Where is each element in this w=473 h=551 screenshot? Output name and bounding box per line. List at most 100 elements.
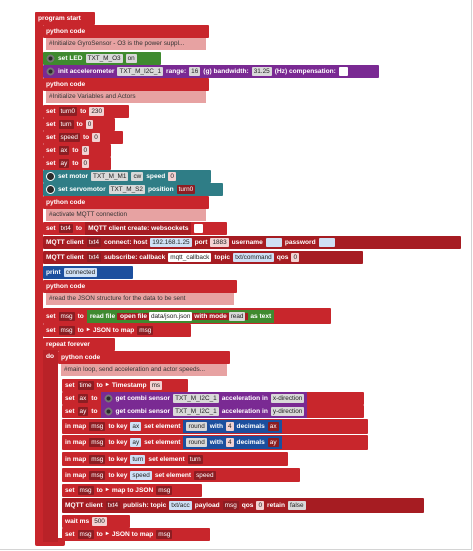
key-string[interactable]: speed — [130, 470, 152, 480]
mqtt-publish-block[interactable]: MQTT client txt4 publish: topic txt/acc … — [62, 498, 424, 513]
python-code-block-1[interactable]: python code — [43, 25, 209, 38]
motor-direction-dropdown[interactable]: cw — [131, 172, 144, 181]
var-dropdown[interactable]: ax — [58, 146, 70, 155]
time-var-dropdown[interactable]: time — [77, 381, 94, 390]
msg-var-dropdown[interactable]: msg — [156, 530, 173, 539]
client-var-dropdown[interactable]: txt4 — [105, 501, 121, 510]
set-msg-map-to-json-block[interactable]: set msg to ▸ map to JSON msg — [62, 484, 202, 497]
read-file-block[interactable]: read file open file data/json.json with … — [86, 309, 275, 323]
msg-var-dropdown[interactable]: msg — [222, 501, 239, 510]
msg-var-dropdown[interactable]: msg — [58, 326, 75, 335]
set-var-ax[interactable]: set ax to 0 — [43, 144, 111, 157]
port-value[interactable]: 1883 — [210, 238, 229, 247]
msg-var-dropdown[interactable]: msg — [89, 470, 106, 480]
bandwidth-dropdown[interactable]: 31.25 — [251, 67, 272, 76]
python-code-block-5[interactable]: python code — [58, 351, 230, 364]
client-var-dropdown[interactable]: txt4 — [86, 253, 102, 262]
mqtt-connect-block[interactable]: MQTT client txt4 connect: host 192.168.1… — [43, 236, 461, 249]
map-set-turn-block[interactable]: in map msg to key turn set element turn — [62, 452, 288, 466]
wait-ms-block[interactable]: wait ms 500 — [62, 515, 130, 528]
set-var-turn[interactable]: set turn to 0 — [43, 118, 115, 131]
servo-port-dropdown[interactable]: TXT_M_S2 — [108, 185, 145, 194]
decimals-value[interactable]: 4 — [225, 438, 234, 447]
open-file-block[interactable]: open file data/json.json with mode read — [116, 311, 249, 321]
set-var-speed[interactable]: set speed to 0 — [43, 131, 123, 144]
key-string[interactable]: turn — [130, 454, 146, 464]
file-path-field[interactable]: data/json.json — [148, 311, 193, 321]
var-dropdown[interactable]: ay — [58, 159, 70, 168]
combi-sensor-x-block[interactable]: get combi sensor TXT_M_I2C_1 acceleratio… — [100, 392, 308, 405]
python-code-block-4[interactable]: python code — [43, 280, 237, 293]
set-mqtt-create-block[interactable]: set txt4 to MQTT client create: websocke… — [43, 222, 227, 235]
set-msg-json-to-map-block-2[interactable]: set msg to ▸ JSON to map msg — [62, 528, 210, 541]
qos-value[interactable]: 0 — [256, 501, 265, 510]
retain-dropdown[interactable]: false — [288, 501, 306, 510]
round-dropdown[interactable]: round — [186, 438, 207, 447]
map-set-ax-block[interactable]: in map msg to key ax set element round w… — [62, 419, 368, 434]
code-comment-4[interactable]: #read the JSON structure for the data to… — [46, 293, 234, 305]
map-set-ay-block[interactable]: in map msg to key ay set element round w… — [62, 435, 368, 450]
round-block[interactable]: round with 4 decimals ay — [183, 436, 282, 449]
set-servomotor-block[interactable]: set servomotor TXT_M_S2 position turn0 — [43, 183, 223, 196]
print-block[interactable]: print connected — [43, 266, 133, 279]
init-accelerometer-block[interactable]: init accelerometer TXT_M_I2C_1 range: 16… — [43, 65, 379, 78]
accel-port-dropdown[interactable]: TXT_M_I2C_1 — [117, 67, 164, 76]
set-led-block[interactable]: set LED TXT_M_O3 on — [43, 52, 161, 65]
print-string[interactable]: connected — [63, 268, 98, 277]
led-port-dropdown[interactable]: TXT_M_O3 — [85, 54, 123, 63]
set-var-ay[interactable]: set ay to 0 — [43, 157, 111, 170]
msg-var-dropdown[interactable]: msg — [137, 326, 154, 335]
map-set-speed-block[interactable]: in map msg to key speed set element spee… — [62, 468, 300, 482]
client-var-dropdown[interactable]: txt4 — [58, 224, 73, 233]
round-block[interactable]: round with 4 decimals ax — [183, 420, 282, 433]
client-var-dropdown[interactable]: txt4 — [86, 238, 102, 247]
motor-speed-value[interactable]: 0 — [168, 172, 176, 181]
msg-var-dropdown[interactable]: msg — [77, 530, 94, 539]
var-value[interactable]: 0 — [81, 146, 90, 155]
var-dropdown[interactable]: turn — [58, 120, 74, 129]
set-msg-read-file-block[interactable]: set msg to read file open file data/json… — [43, 308, 331, 324]
qos-value[interactable]: 0 — [291, 253, 299, 262]
range-dropdown[interactable]: 16 — [189, 67, 201, 76]
set-msg-json-to-map-block[interactable]: set msg to ▸ JSON to map msg — [43, 324, 191, 337]
python-code-block-2[interactable]: python code — [43, 78, 209, 91]
host-string[interactable]: 192.168.1.25 — [150, 238, 192, 247]
mqtt-subscribe-block[interactable]: MQTT client txt4 subscribe: callback mqt… — [43, 251, 363, 264]
publish-topic-string[interactable]: txt/acc — [169, 501, 192, 510]
code-comment-1[interactable]: #Initialize GyroSensor - O3 is the power… — [46, 38, 206, 50]
ay-var-dropdown[interactable]: ay — [77, 407, 89, 416]
code-comment-2[interactable]: #Initialize Variables and Actors — [46, 91, 206, 103]
mode-dropdown[interactable]: read — [228, 311, 246, 321]
decimals-value[interactable]: 4 — [225, 422, 234, 431]
servo-position-value[interactable]: turn0 — [176, 185, 196, 194]
var-value[interactable]: 230 — [89, 107, 105, 116]
msg-var-dropdown[interactable]: msg — [58, 311, 75, 321]
combi-sensor-y-block[interactable]: get combi sensor TXT_M_I2C_1 acceleratio… — [100, 405, 308, 418]
var-value[interactable]: 0 — [81, 159, 90, 168]
var-value[interactable]: 0 — [92, 133, 100, 142]
set-var-turn0[interactable]: set turn0 to 230 — [43, 105, 129, 118]
msg-var-dropdown[interactable]: msg — [156, 486, 173, 495]
code-comment-5[interactable]: #main loop, send acceleration and actor … — [61, 364, 227, 376]
combi-port-dropdown[interactable]: TXT_M_I2C_1 — [173, 407, 219, 416]
var-dropdown[interactable]: turn0 — [58, 107, 78, 116]
password-string[interactable] — [318, 238, 335, 247]
set-ax-combi-block[interactable]: set ax to get combi sensor TXT_M_I2C_1 a… — [62, 392, 364, 405]
msg-var-dropdown[interactable]: msg — [89, 438, 106, 447]
round-dropdown[interactable]: round — [186, 422, 207, 431]
ax-var-dropdown[interactable]: ax — [77, 394, 89, 403]
msg-var-dropdown[interactable]: msg — [89, 422, 106, 431]
topic-string[interactable]: txt/command — [233, 253, 274, 262]
code-comment-3[interactable]: #activate MQTT connection — [46, 209, 206, 221]
speed-var-dropdown[interactable]: speed — [194, 470, 216, 480]
turn-var-dropdown[interactable]: turn — [187, 454, 203, 464]
mqtt-create-slot[interactable] — [194, 224, 204, 233]
combi-port-dropdown[interactable]: TXT_M_I2C_1 — [173, 394, 219, 403]
motor-port-dropdown[interactable]: TXT_M_M1 — [91, 172, 129, 181]
msg-var-dropdown[interactable]: msg — [89, 454, 106, 464]
ay-var-dropdown[interactable]: ay — [267, 438, 279, 447]
led-state-dropdown[interactable]: on — [125, 54, 137, 63]
set-ay-combi-block[interactable]: set ay to get combi sensor TXT_M_I2C_1 a… — [62, 405, 364, 418]
wait-value[interactable]: 500 — [92, 517, 107, 526]
var-dropdown[interactable]: speed — [58, 133, 80, 142]
